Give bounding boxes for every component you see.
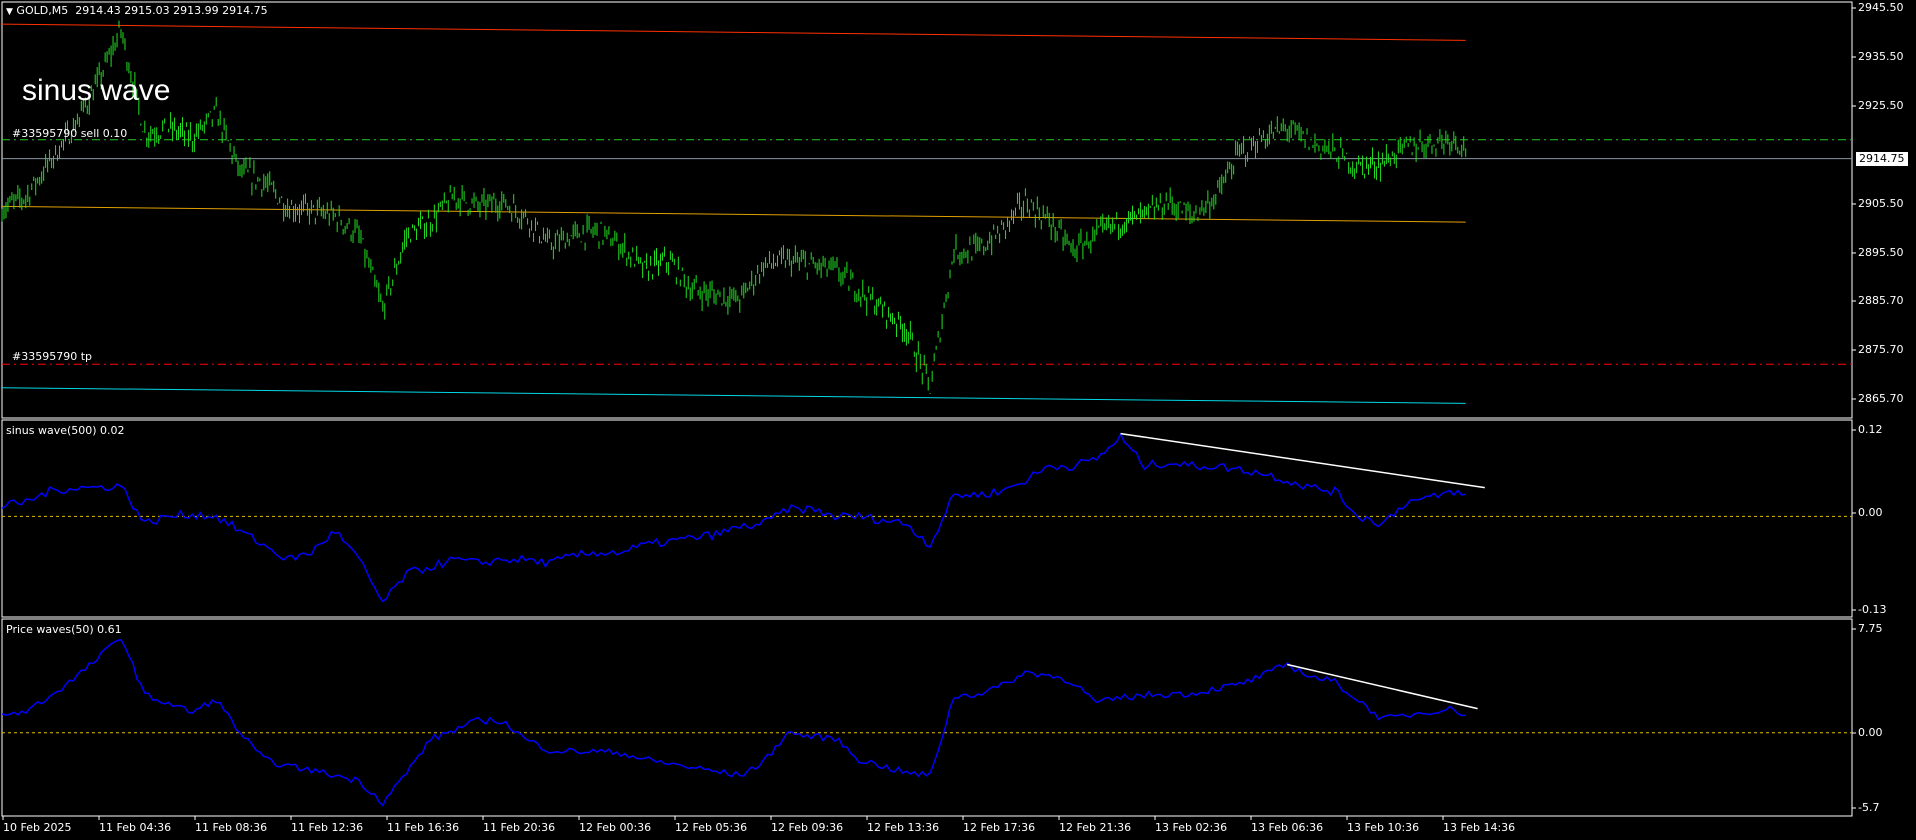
channel-line-middle xyxy=(1,205,1466,223)
price-axis-label: 2895.50 xyxy=(1858,245,1904,259)
sinus-wave-line xyxy=(1,432,1466,603)
price-waves-line xyxy=(1,638,1466,807)
bid-price-badge: 2914.75 xyxy=(1856,151,1908,166)
chart-header[interactable]: ▼ GOLD,M5 2914.43 2915.03 2913.99 2914.7… xyxy=(6,4,268,17)
time-axis-label: 12 Feb 05:36 xyxy=(675,821,748,834)
time-axis-label: 12 Feb 17:36 xyxy=(963,821,1036,834)
sinus-trendline xyxy=(1120,432,1485,489)
price-waves-title: Price waves(50) 0.61 xyxy=(6,623,122,636)
price-axis-label: 2925.50 xyxy=(1858,98,1904,112)
panel-frames xyxy=(1,1,1853,817)
sinus-wave-title: sinus wave(500) 0.02 xyxy=(6,424,125,437)
chart-text-label: sinus wave xyxy=(22,74,171,107)
time-axis-label: 13 Feb 06:36 xyxy=(1251,821,1324,834)
take-profit-label: #33595790 tp xyxy=(12,350,92,363)
price-waves-axis-label: 0.00 xyxy=(1858,726,1883,739)
time-axis-label: 13 Feb 10:36 xyxy=(1347,821,1420,834)
price-axis-label: 2935.50 xyxy=(1858,49,1904,63)
channel-line-bottom xyxy=(1,387,1466,404)
sinus-axis-label: -0.13 xyxy=(1858,603,1887,616)
time-axis-label: 11 Feb 04:36 xyxy=(99,821,172,834)
price-axis-label: 2945.50 xyxy=(1858,1,1904,14)
time-axis-label: 11 Feb 20:36 xyxy=(483,821,556,834)
price-waves-axis-label: -5.7 xyxy=(1858,801,1880,814)
sinus-wave-panel-frame xyxy=(1,419,1853,618)
price-bars xyxy=(1,20,1467,394)
sinus-axis-label: 0.12 xyxy=(1858,423,1883,436)
channel-line-top xyxy=(1,23,1466,41)
price-waves-axis-label: 7.75 xyxy=(1858,622,1883,635)
price-axis-label: 2885.70 xyxy=(1858,293,1904,307)
time-axis-label: 11 Feb 12:36 xyxy=(291,821,364,834)
time-axis-label: 13 Feb 14:36 xyxy=(1443,821,1516,834)
time-axis-label: 12 Feb 00:36 xyxy=(579,821,652,834)
price-axis-label: 2875.70 xyxy=(1858,342,1904,356)
main-panel-frame xyxy=(1,1,1853,419)
sinus-axis-label: 0.00 xyxy=(1858,506,1883,519)
symbol-label: GOLD,M5 xyxy=(16,4,69,17)
time-axis-label: 10 Feb 2025 xyxy=(3,821,72,834)
price-waves-panel-frame xyxy=(1,618,1853,817)
sell-order-label: #33595790 sell 0.10 xyxy=(12,127,128,140)
time-axis-label: 12 Feb 13:36 xyxy=(867,821,940,834)
time-axis-label: 11 Feb 08:36 xyxy=(195,821,268,834)
collapse-triangle-icon[interactable]: ▼ xyxy=(6,7,13,17)
time-axis-label: 12 Feb 09:36 xyxy=(771,821,844,834)
ohlc-values: 2914.43 2915.03 2913.99 2914.75 xyxy=(75,4,268,17)
time-axis-label: 11 Feb 16:36 xyxy=(387,821,460,834)
time-axis-label: 13 Feb 02:36 xyxy=(1155,821,1228,834)
price-axis-label: 2865.70 xyxy=(1858,391,1904,405)
price-axis-label: 2905.50 xyxy=(1858,196,1904,210)
time-axis-label: 12 Feb 21:36 xyxy=(1059,821,1132,834)
price-waves-trendline xyxy=(1287,663,1478,710)
